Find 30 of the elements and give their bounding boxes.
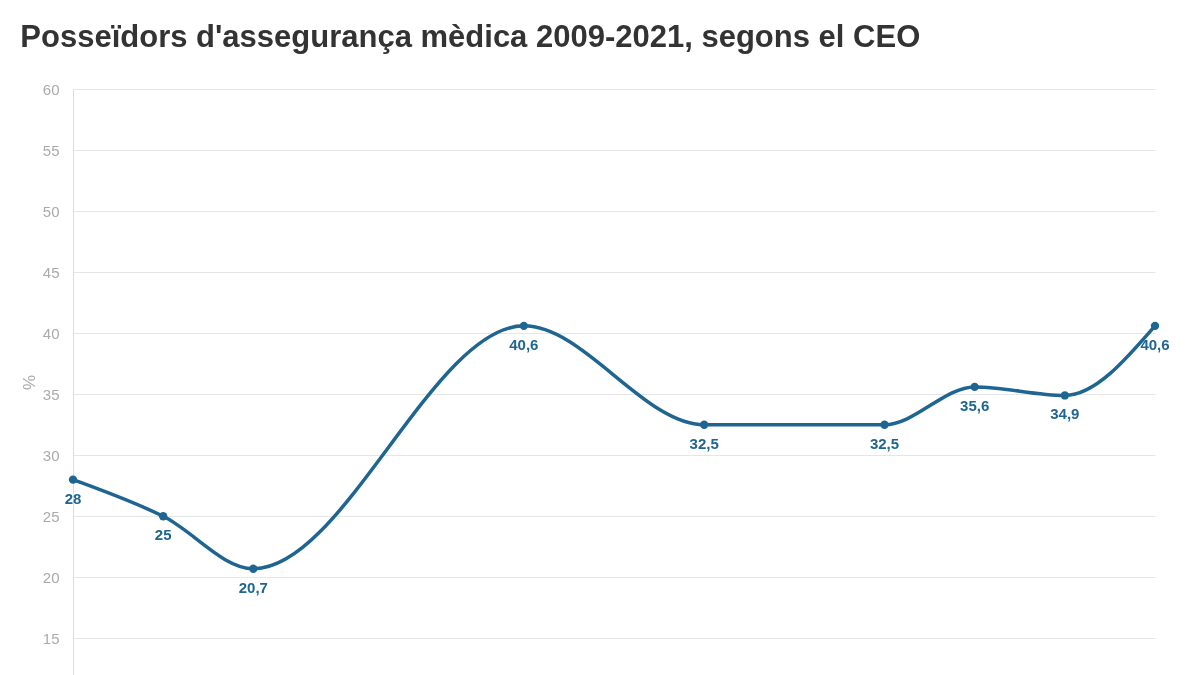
point <box>970 382 979 392</box>
y-tick-label: 55 <box>42 141 60 159</box>
y-tick-label: 30 <box>42 446 60 464</box>
data-label: 32,5 <box>689 434 719 452</box>
chart-title: Posseïdors d'assegurança mèdica 2009-2021, segons el CEO <box>20 19 921 54</box>
y-tick-label: 15 <box>42 629 60 647</box>
data-label: 28 <box>64 489 82 507</box>
point <box>699 420 709 429</box>
y-tick-label: 45 <box>42 263 60 281</box>
point <box>158 512 168 521</box>
data-label: 20,7 <box>238 578 268 596</box>
data-label: 34,9 <box>1050 405 1080 423</box>
y-tick-label: 25 <box>42 507 60 525</box>
point <box>249 564 258 573</box>
point <box>1060 391 1070 400</box>
point <box>880 420 889 429</box>
data-label: 25 <box>154 526 172 544</box>
y-tick-label: 35 <box>42 385 60 403</box>
y-tick-label: 60 <box>42 80 60 98</box>
y-tick-label: 50 <box>42 202 60 220</box>
point <box>1150 321 1160 331</box>
point <box>68 475 78 484</box>
data-label: 32,5 <box>869 434 900 452</box>
y-tick-label: 40 <box>42 324 60 342</box>
data-label: 40,6 <box>509 335 539 353</box>
point <box>519 321 529 331</box>
y-tick-label: 20 <box>42 568 60 586</box>
y-axis-title: % <box>19 374 39 391</box>
data-label: 35,6 <box>960 396 990 414</box>
data-label: 40,6 <box>1140 335 1170 353</box>
